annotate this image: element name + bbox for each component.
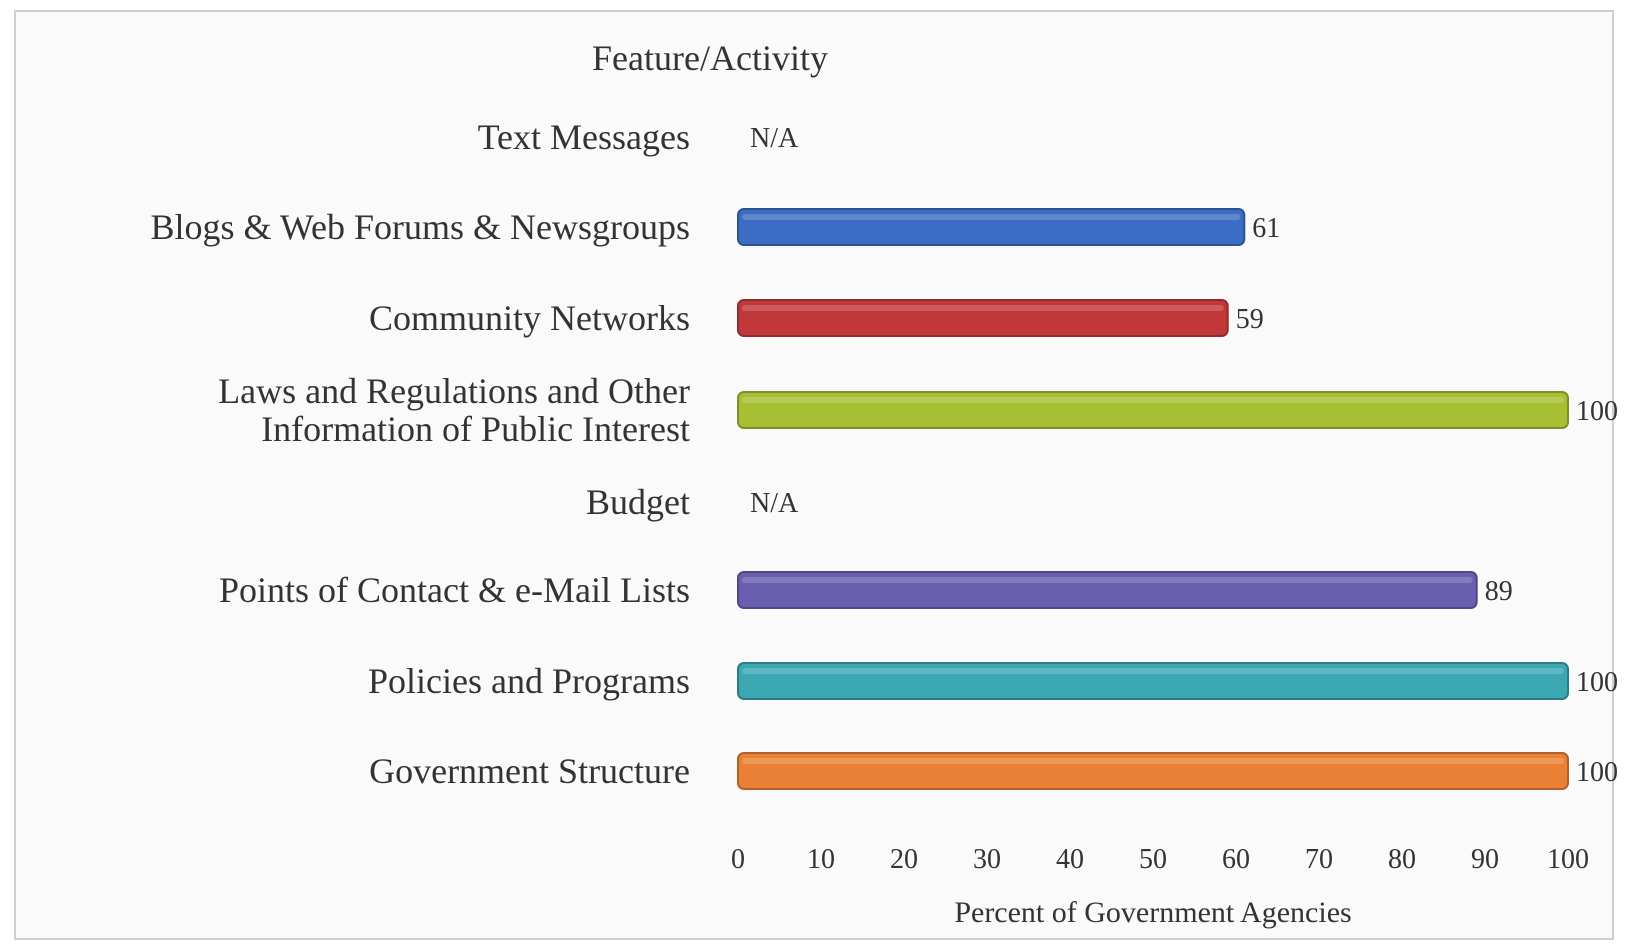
category-label: Community Networks (369, 298, 690, 338)
x-tick-label: 20 (890, 844, 918, 875)
value-label: 100 (1576, 667, 1618, 698)
bar (737, 208, 1246, 246)
x-tick-label: 30 (973, 844, 1001, 875)
chart-row: Budget N/A (586, 482, 799, 522)
category-label: Text Messages (478, 117, 690, 157)
bar (737, 299, 1229, 337)
chart-row: Blogs & Web Forums & Newsgroups 61 (151, 207, 1281, 247)
x-tick-label: 40 (1056, 844, 1084, 875)
chart-row: Laws and Regulations and OtherInformatio… (218, 371, 1618, 449)
chart-row: Community Networks 59 (369, 298, 1264, 338)
chart-header: Feature/Activity (592, 38, 828, 78)
value-label: 59 (1236, 304, 1264, 335)
x-tick-label: 90 (1471, 844, 1499, 875)
bar (737, 571, 1478, 609)
x-tick-label: 100 (1547, 844, 1589, 875)
chart-row: Government Structure 100 (369, 751, 1618, 791)
x-tick-label: 60 (1222, 844, 1250, 875)
value-label: 61 (1252, 213, 1280, 244)
x-axis-title: Percent of Government Agencies (954, 896, 1351, 929)
x-tick-label: 50 (1139, 844, 1167, 875)
x-axis-ticks: 0 10 20 30 40 50 60 70 80 90 100 (731, 844, 1589, 875)
bar-highlight (742, 758, 1564, 764)
chart-rows: Text Messages N/A Blogs & Web Forums & New… (151, 117, 1618, 791)
bar-highlight (742, 577, 1473, 583)
value-label: 100 (1576, 757, 1618, 788)
category-label: Blogs & Web Forums & Newsgroups (151, 207, 690, 247)
category-label: Policies and Programs (368, 661, 690, 701)
chart-row: Policies and Programs 100 (368, 661, 1618, 701)
value-label-na: N/A (750, 123, 799, 154)
category-label: Budget (586, 482, 690, 522)
bar (737, 752, 1569, 790)
bar-highlight (742, 214, 1241, 220)
x-tick-label: 0 (731, 844, 745, 875)
x-tick-label: 80 (1388, 844, 1416, 875)
bar (737, 391, 1569, 429)
x-tick-label: 70 (1305, 844, 1333, 875)
chart-row: Text Messages N/A (478, 117, 799, 157)
category-label: Points of Contact & e-Mail Lists (219, 570, 690, 610)
value-label-na: N/A (750, 488, 799, 519)
bar (737, 662, 1569, 700)
category-label: Government Structure (369, 751, 690, 791)
bar-highlight (742, 305, 1224, 311)
x-tick-label: 10 (807, 844, 835, 875)
category-label: Laws and Regulations and Other (218, 371, 690, 411)
value-label: 100 (1576, 396, 1618, 427)
bar-highlight (742, 668, 1564, 674)
category-label: Information of Public Interest (261, 409, 690, 449)
chart-row: Points of Contact & e-Mail Lists 89 (219, 570, 1513, 610)
value-label: 89 (1485, 576, 1513, 607)
bar-highlight (742, 397, 1564, 403)
